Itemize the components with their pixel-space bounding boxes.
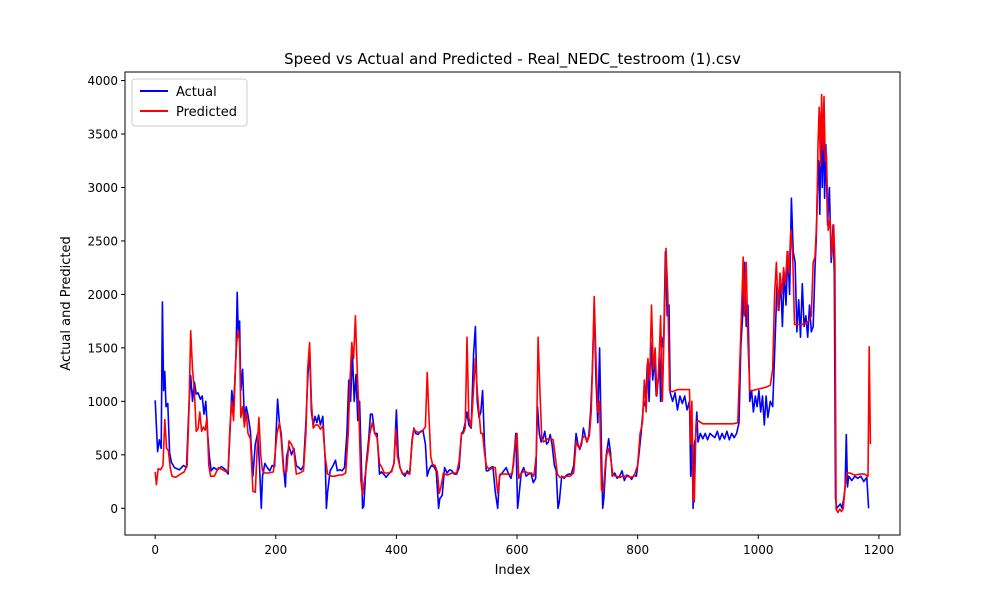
y-tick-label: 4000: [87, 74, 118, 88]
y-tick-label: 3500: [87, 128, 118, 142]
series-layer: [154, 93, 872, 514]
x-tick-label: 0: [151, 543, 159, 557]
x-tick-label: 200: [264, 543, 287, 557]
chart-title: Speed vs Actual and Predicted - Real_NED…: [284, 50, 741, 69]
y-tick-label: 3000: [87, 181, 118, 195]
legend-actual-label: Actual: [176, 85, 217, 100]
y-tick-label: 2000: [87, 288, 118, 302]
legend: Actual Predicted: [131, 78, 248, 127]
y-tick-label: 2500: [87, 234, 118, 248]
y-tick-label: 0: [110, 502, 118, 516]
x-axis-label: Index: [495, 563, 531, 578]
x-tick-label: 400: [385, 543, 408, 557]
y-axis-label: Actual and Predicted: [59, 236, 74, 370]
legend-predicted-label: Predicted: [176, 105, 237, 120]
x-tick-label: 800: [626, 543, 649, 557]
series-line-predicted: [154, 93, 872, 514]
y-tick-label: 1500: [87, 341, 118, 355]
x-tick-label: 600: [506, 543, 529, 557]
x-tick-label: 1200: [864, 543, 895, 557]
y-tick-label: 500: [95, 448, 118, 462]
x-tick-label: 1000: [743, 543, 774, 557]
plot-frame: [124, 71, 901, 536]
axis-layer: 0 200 400 600 800 1000 1200 0 500 1000 1500 2000 250…: [87, 74, 894, 557]
y-tick-label: 1000: [87, 395, 118, 409]
